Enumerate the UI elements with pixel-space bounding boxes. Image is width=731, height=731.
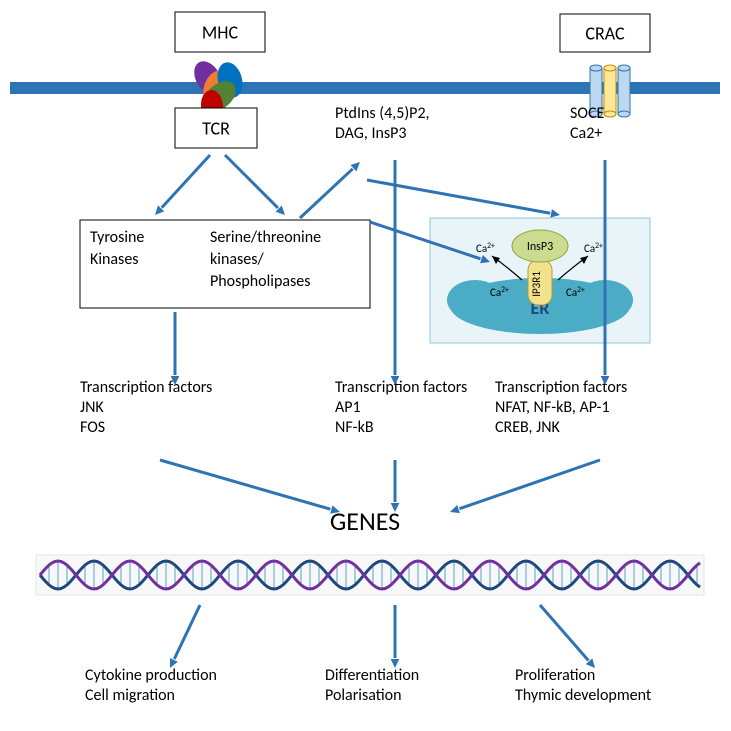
kinases-left-line: Tyrosine: [90, 228, 144, 247]
soce-line: SOCE: [570, 104, 604, 123]
tf-line-right: CREB, JNK: [495, 418, 561, 437]
kinases-right-line: Phospholipases: [210, 272, 311, 291]
soce-line: Ca2+: [570, 124, 602, 143]
dna-band: [36, 555, 704, 595]
genes-label: GENES: [330, 505, 400, 537]
kinases-right-line: kinases/: [210, 250, 264, 269]
outcome-line-left: Cytokine production: [85, 666, 217, 685]
kinases-left-line: Kinases: [90, 250, 139, 269]
signaling-diagram: MHC CRAC TCR Tyrosine Kinases Serine/threonin…: [0, 0, 731, 731]
tf-title-right: Transcription factors: [495, 378, 627, 397]
tf-line-left: FOS: [80, 418, 105, 437]
arrow-shaft: [174, 605, 200, 659]
crac-cylinder-top: [604, 65, 616, 71]
arrow-shaft: [225, 155, 278, 208]
crac-box-label: CRAC: [585, 22, 625, 44]
arrow-shaft: [160, 460, 330, 509]
crac-cylinder: [618, 68, 630, 114]
lipids-line: DAG, InsP3: [335, 124, 407, 143]
tf-line-mid: NF-kB: [335, 418, 374, 437]
crac-cylinder: [604, 68, 616, 114]
kinases-right-line: Serine/threonine: [210, 228, 321, 247]
tf-line-left: JNK: [80, 398, 104, 417]
outcome-line-right: Thymic development: [515, 686, 652, 705]
arrow-head: [550, 209, 560, 218]
tcr-box-label: TCR: [202, 117, 230, 139]
crac-cylinder-bottom: [604, 111, 616, 117]
arrow-shaft: [459, 460, 600, 509]
crac-cylinder-top: [590, 65, 602, 71]
ip3r1-label: IP3R1: [530, 271, 543, 297]
crac-cylinder-bottom: [618, 111, 630, 117]
arrow-shaft: [162, 155, 210, 208]
outcome-line-right: Proliferation: [515, 666, 595, 685]
insp3-label: InsP3: [527, 240, 553, 254]
arrow-head: [450, 505, 460, 513]
arrow-shaft: [540, 605, 588, 660]
outcome-line-mid: Differentiation: [325, 666, 419, 685]
tf-line-right: NFAT, NF-kB, AP-1: [495, 398, 610, 417]
tf-title-left: Transcription factors: [80, 378, 212, 397]
lipids-line: PtdIns (4,5)P2,: [335, 104, 430, 123]
crac-cylinder-top: [618, 65, 630, 71]
arrow-shaft: [300, 169, 353, 218]
tf-line-mid: AP1: [335, 398, 361, 417]
tf-title-mid: Transcription factors: [335, 378, 467, 397]
outcome-line-mid: Polarisation: [325, 686, 402, 705]
outcome-line-left: Cell migration: [85, 686, 175, 705]
mhc-box-label: MHC: [202, 21, 239, 43]
